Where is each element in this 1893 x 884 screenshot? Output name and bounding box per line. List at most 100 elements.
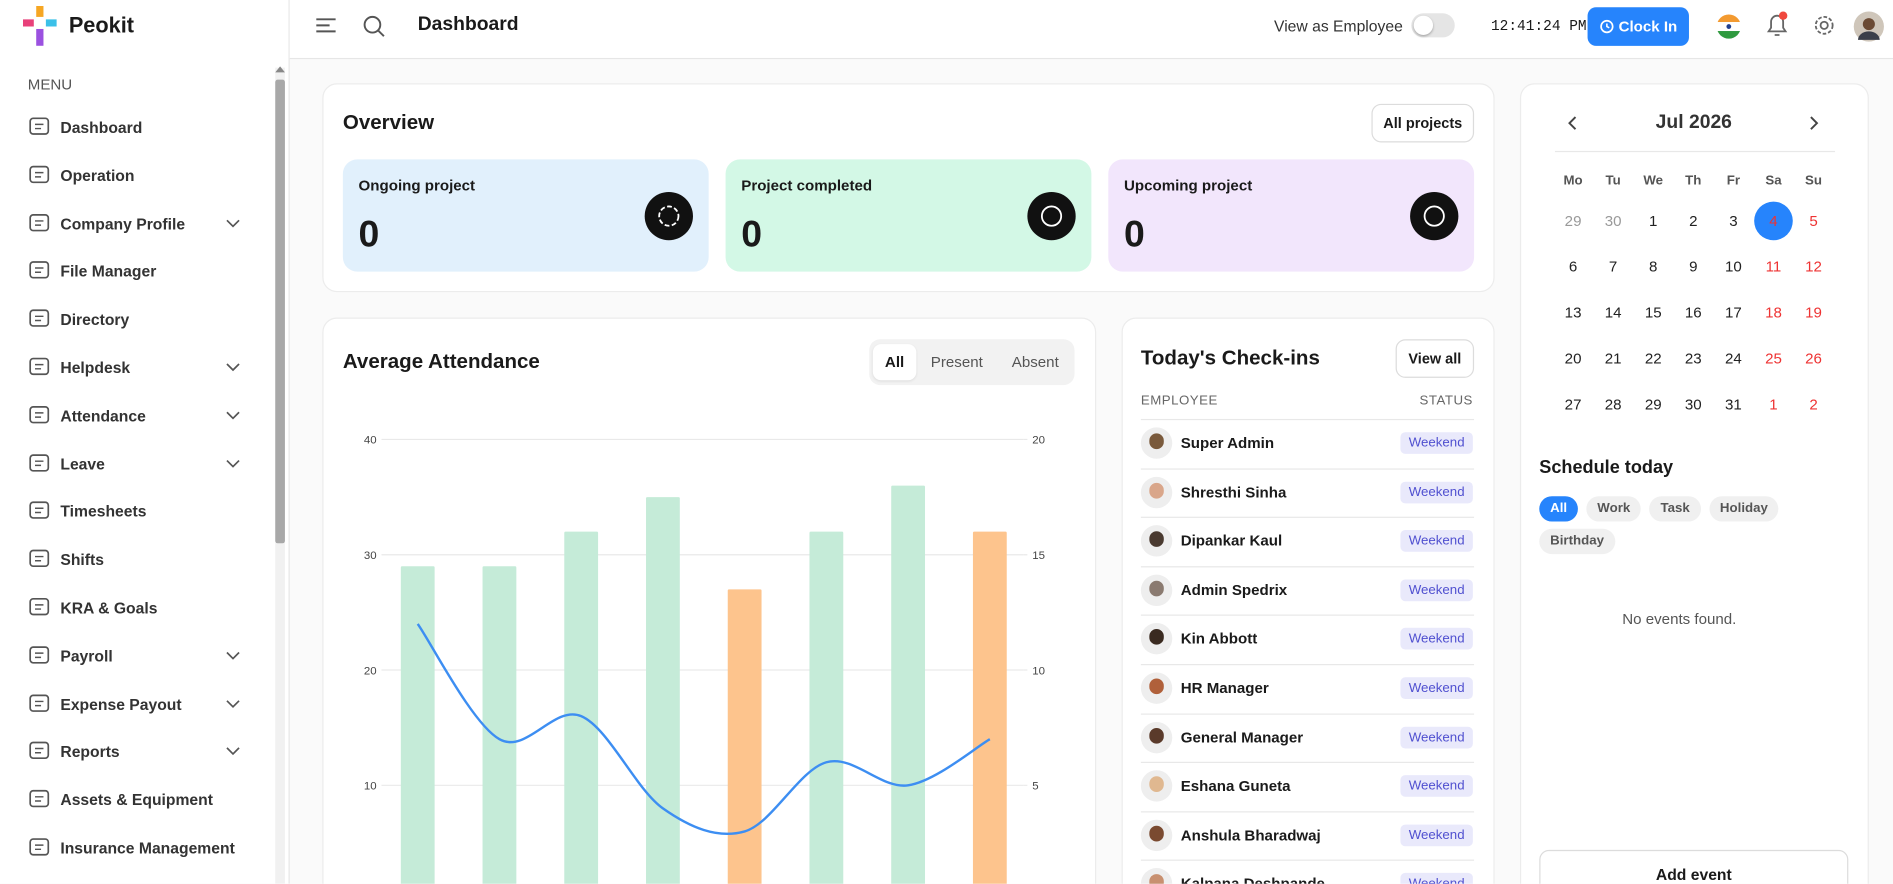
stat-value: 0 bbox=[741, 212, 763, 255]
menu-item[interactable]: Attendance bbox=[17, 397, 254, 433]
clock-in-button[interactable]: Clock In bbox=[1587, 7, 1689, 46]
chevron-shape bbox=[226, 411, 240, 420]
day[interactable]: 23 bbox=[1684, 350, 1702, 368]
icon-shape bbox=[35, 796, 44, 802]
day[interactable]: 17 bbox=[1725, 304, 1742, 322]
tab[interactable]: Absent bbox=[1011, 353, 1059, 371]
day[interactable]: 13 bbox=[1564, 304, 1582, 322]
day[interactable]: 2 bbox=[1689, 212, 1698, 230]
tab[interactable]: All bbox=[872, 343, 917, 381]
user-avatar[interactable] bbox=[1853, 11, 1884, 42]
row-divider bbox=[1140, 614, 1475, 617]
add-event-button[interactable]: Add event bbox=[1539, 849, 1849, 884]
day[interactable]: 15 bbox=[1644, 304, 1662, 322]
menu-item[interactable]: Leave bbox=[17, 445, 254, 481]
avatar-face bbox=[1149, 629, 1164, 646]
next-month[interactable] bbox=[1806, 115, 1820, 132]
menu-item[interactable]: Company Profile bbox=[17, 205, 254, 241]
menu-item[interactable]: Assets & Equipment bbox=[17, 781, 254, 817]
menu-item[interactable]: Directory bbox=[17, 301, 254, 337]
divider bbox=[1554, 150, 1836, 153]
day[interactable]: 28 bbox=[1604, 395, 1622, 413]
all-projects-button[interactable]: All projects bbox=[1371, 103, 1475, 143]
menu-item[interactable]: Timesheets bbox=[17, 493, 254, 529]
icon-shape bbox=[35, 363, 44, 370]
day[interactable]: 4 bbox=[1769, 212, 1778, 230]
day[interactable]: 8 bbox=[1649, 258, 1658, 276]
menu-item[interactable]: Insurance Management bbox=[17, 829, 254, 865]
day[interactable]: 5 bbox=[1809, 212, 1818, 230]
day[interactable]: 12 bbox=[1805, 258, 1822, 276]
avatar bbox=[1140, 721, 1173, 753]
day[interactable]: 9 bbox=[1689, 258, 1698, 276]
menu-toggle[interactable] bbox=[315, 16, 337, 35]
day[interactable]: 11 bbox=[1765, 258, 1782, 276]
menu-item[interactable]: Helpdesk bbox=[17, 349, 254, 385]
menu-item[interactable]: KRA & Goals bbox=[17, 589, 254, 625]
search[interactable] bbox=[362, 14, 386, 38]
tab[interactable]: Present bbox=[930, 353, 983, 371]
day[interactable]: 30 bbox=[1604, 212, 1622, 230]
menu-icon bbox=[29, 742, 50, 760]
menu-label: Company Profile bbox=[60, 214, 186, 233]
prev-month[interactable] bbox=[1566, 115, 1580, 132]
filter-chip[interactable]: Work bbox=[1586, 496, 1642, 522]
scroll-up[interactable] bbox=[273, 63, 287, 75]
day[interactable]: 27 bbox=[1564, 395, 1582, 413]
avatar bbox=[1140, 770, 1173, 802]
scrollbar-thumb[interactable] bbox=[275, 79, 285, 544]
day[interactable]: 29 bbox=[1564, 212, 1582, 230]
filter-chip[interactable]: Birthday bbox=[1539, 528, 1615, 555]
empty-message: No events found. bbox=[1622, 610, 1737, 628]
selected-day[interactable] bbox=[1754, 201, 1793, 241]
menu-item[interactable]: Payroll bbox=[17, 637, 254, 673]
clock-icon bbox=[1599, 19, 1614, 34]
day[interactable]: 6 bbox=[1568, 258, 1578, 276]
day[interactable]: 2 bbox=[1809, 395, 1818, 413]
day[interactable]: 14 bbox=[1604, 304, 1622, 322]
toggle[interactable] bbox=[1411, 13, 1455, 38]
view-all-button[interactable]: View all bbox=[1395, 339, 1475, 378]
language-flag[interactable] bbox=[1716, 13, 1743, 40]
icon-shape bbox=[35, 652, 44, 658]
menu-item[interactable]: Operation bbox=[17, 157, 254, 193]
day[interactable]: 10 bbox=[1725, 258, 1742, 276]
day[interactable]: 20 bbox=[1564, 350, 1582, 368]
day[interactable]: 24 bbox=[1725, 350, 1742, 368]
day[interactable]: 26 bbox=[1805, 350, 1822, 368]
line bbox=[416, 623, 991, 836]
day[interactable]: 1 bbox=[1649, 212, 1658, 230]
bar bbox=[400, 566, 435, 884]
day[interactable]: 22 bbox=[1644, 350, 1662, 368]
day[interactable]: 1 bbox=[1769, 395, 1778, 413]
menu-item[interactable]: Dashboard bbox=[17, 109, 254, 145]
icon-shape bbox=[29, 453, 50, 472]
day[interactable]: 18 bbox=[1765, 304, 1782, 322]
menu-label: Attendance bbox=[60, 406, 146, 425]
menu-icon bbox=[29, 165, 50, 183]
day[interactable]: 21 bbox=[1604, 350, 1622, 368]
status-badge: Weekend bbox=[1400, 530, 1473, 552]
menu-item[interactable]: File Manager bbox=[17, 253, 254, 289]
day[interactable]: 29 bbox=[1644, 395, 1662, 413]
menu-item[interactable]: Expense Payout bbox=[17, 685, 254, 721]
day[interactable]: 7 bbox=[1608, 258, 1618, 276]
filter-chip[interactable]: Holiday bbox=[1709, 496, 1779, 522]
day[interactable]: 30 bbox=[1684, 395, 1702, 413]
day[interactable]: 25 bbox=[1765, 350, 1782, 368]
day[interactable]: 19 bbox=[1805, 304, 1822, 322]
day[interactable]: 31 bbox=[1725, 395, 1742, 413]
menu-item[interactable]: Shifts bbox=[17, 541, 254, 577]
filter-chip[interactable]: All bbox=[1539, 496, 1578, 522]
notifications[interactable] bbox=[1764, 11, 1791, 40]
menu-label: Dashboard bbox=[60, 118, 143, 137]
menu-item[interactable]: Reports bbox=[17, 733, 254, 769]
settings[interactable] bbox=[1812, 13, 1836, 37]
menu-icon bbox=[29, 838, 50, 856]
stat-card: Upcoming project 0 bbox=[1108, 159, 1475, 272]
filter-chip[interactable]: Task bbox=[1649, 496, 1701, 522]
chevron-shape bbox=[226, 699, 240, 708]
day[interactable]: 3 bbox=[1729, 212, 1738, 230]
day[interactable]: 16 bbox=[1684, 304, 1702, 322]
